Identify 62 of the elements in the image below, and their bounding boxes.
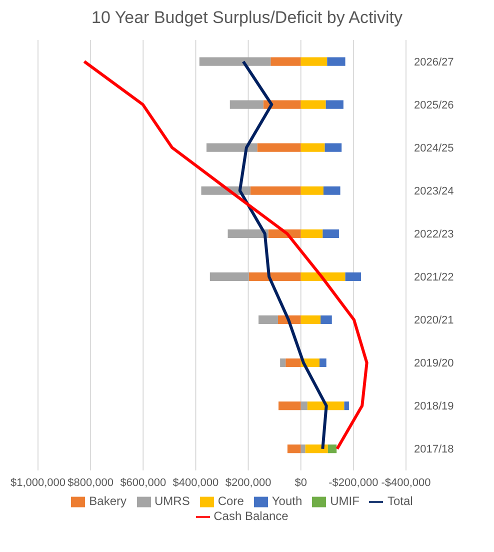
legend-label: Total (387, 494, 413, 508)
y-tick-label: 2022/23 (414, 228, 454, 241)
bar (270, 57, 301, 66)
bar (345, 272, 362, 281)
bar (230, 100, 264, 109)
bar (248, 272, 301, 281)
bar (324, 143, 342, 152)
x-tick-label: $600,000 (120, 477, 166, 490)
bar (300, 100, 326, 109)
bar (307, 401, 344, 410)
bar (322, 229, 339, 238)
bar (320, 315, 332, 324)
bar (327, 57, 346, 66)
legend-label: Bakery (89, 494, 127, 508)
bar (344, 401, 349, 410)
x-tick-label: $0 (294, 477, 307, 490)
bar (300, 57, 328, 66)
legend-label: Cash Balance (214, 509, 288, 524)
bar (300, 186, 324, 195)
bar (300, 315, 321, 324)
bar (250, 186, 301, 195)
bar (320, 358, 326, 368)
x-tick-label: $1,000,000 (10, 477, 66, 490)
legend-label: UMIF (330, 494, 360, 508)
bar (278, 401, 301, 410)
bar (287, 444, 301, 454)
y-tick-label: 2021/22 (414, 272, 454, 284)
x-tick-label: $400,000 (172, 477, 219, 490)
bar (263, 100, 301, 109)
bar (210, 272, 249, 281)
bar (199, 57, 271, 66)
bar (326, 100, 344, 109)
bar (286, 358, 301, 368)
y-tick-label: 2020/21 (414, 314, 454, 327)
legend-label: Core (218, 494, 244, 508)
bar (228, 229, 268, 238)
bar (300, 401, 308, 410)
bar (300, 143, 325, 152)
y-tick-label: 2024/25 (414, 142, 454, 154)
bar (323, 186, 340, 195)
x-tick-label: -$200,000 (328, 477, 378, 490)
bar (280, 358, 286, 368)
bar (258, 315, 278, 324)
x-tick-label: -$400,000 (381, 477, 431, 490)
bar (206, 143, 258, 152)
bar (300, 272, 346, 281)
y-tick-label: 2018/19 (414, 400, 454, 413)
y-tick-label: 2019/20 (414, 358, 454, 370)
y-tick-label: 2026/27 (414, 56, 454, 68)
x-tick-label: $200,000 (225, 477, 272, 490)
bar (300, 444, 306, 454)
x-tick-label: $800,000 (68, 477, 114, 490)
legend-label: Youth (272, 494, 302, 508)
y-tick-label: 2023/24 (414, 186, 454, 198)
bar (305, 444, 328, 454)
legend-label: UMRS (154, 494, 190, 508)
chart-title: 10 Year Budget Surplus/Deficit by Activity (90, 8, 404, 28)
y-tick-label: 2025/26 (414, 99, 454, 112)
bar (328, 444, 337, 454)
y-tick-label: 2017/18 (414, 444, 454, 456)
bar (300, 229, 323, 238)
bar (257, 143, 301, 152)
